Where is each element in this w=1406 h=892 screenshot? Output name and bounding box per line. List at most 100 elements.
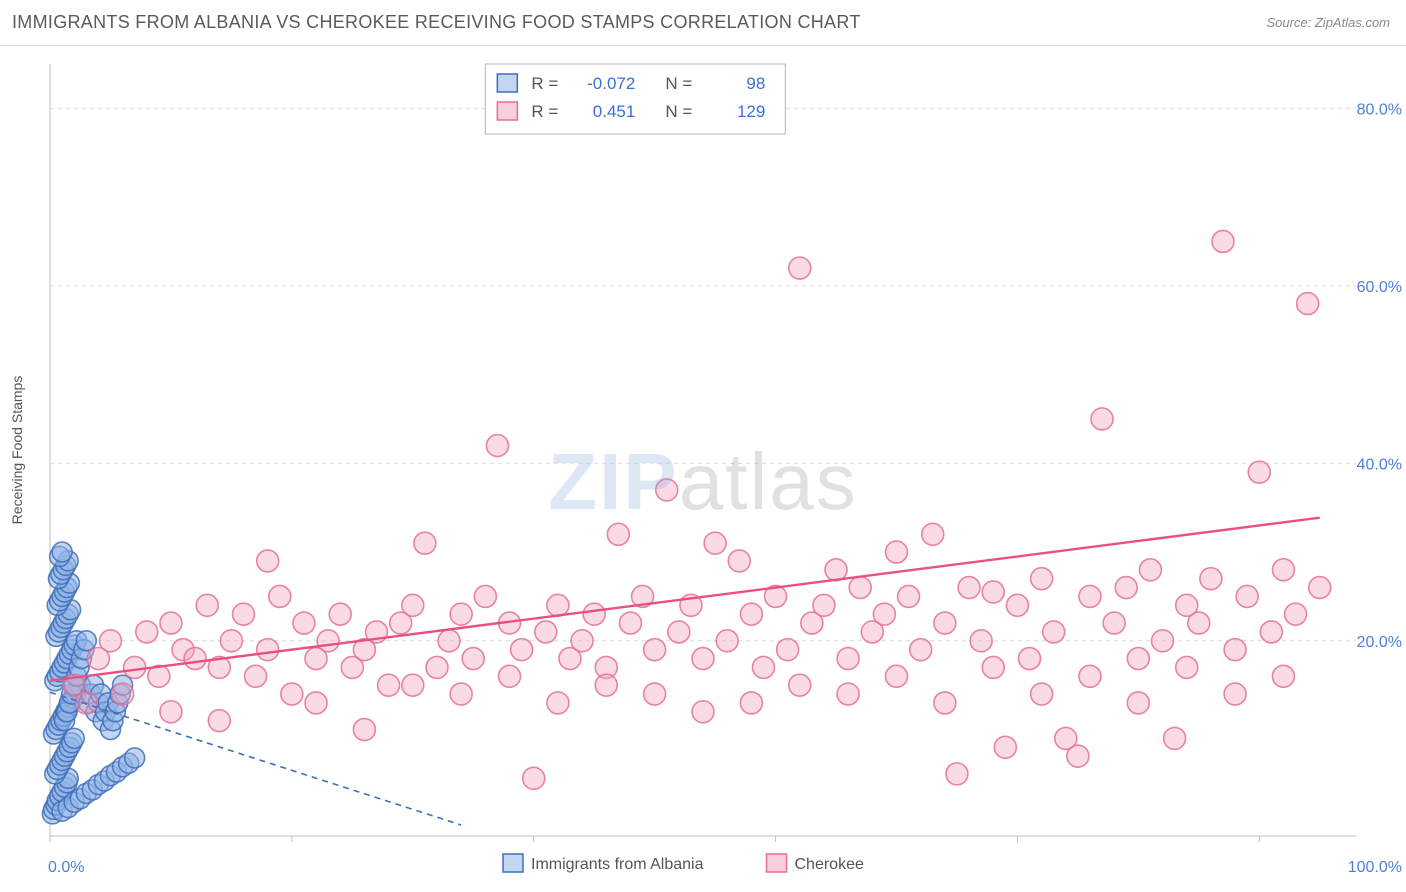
data-point [450, 683, 472, 705]
data-point [1272, 559, 1294, 581]
data-point [160, 701, 182, 723]
stat-r-value: 0.451 [593, 102, 636, 121]
data-point [232, 603, 254, 625]
data-point [269, 585, 291, 607]
data-point [1224, 639, 1246, 661]
scatter-chart: 20.0%40.0%60.0%80.0%0.0%100.0%Receiving … [0, 46, 1406, 892]
data-point [849, 577, 871, 599]
data-point [934, 612, 956, 634]
data-point [1309, 577, 1331, 599]
data-point [245, 665, 267, 687]
data-point [462, 648, 484, 670]
data-point [982, 656, 1004, 678]
data-point [922, 523, 944, 545]
data-point [583, 603, 605, 625]
y-axis-label: Receiving Food Stamps [9, 376, 25, 525]
data-point [125, 748, 145, 768]
data-point [789, 674, 811, 696]
data-point [1031, 568, 1053, 590]
data-point [1031, 683, 1053, 705]
data-point [934, 692, 956, 714]
bottom-legend: Immigrants from AlbaniaCherokee [503, 854, 864, 873]
chart-header: IMMIGRANTS FROM ALBANIA VS CHEROKEE RECE… [0, 0, 1406, 46]
data-point [777, 639, 799, 661]
data-point [1285, 603, 1307, 625]
data-point [124, 656, 146, 678]
data-point [1006, 594, 1028, 616]
data-point [837, 683, 859, 705]
data-point [619, 612, 641, 634]
data-point [668, 621, 690, 643]
y-tick-label: 80.0% [1357, 101, 1402, 118]
data-point [704, 532, 726, 554]
data-point [873, 603, 895, 625]
data-point [692, 701, 714, 723]
chart-title: IMMIGRANTS FROM ALBANIA VS CHEROKEE RECE… [12, 12, 861, 33]
data-point [547, 594, 569, 616]
data-point [1152, 630, 1174, 652]
y-tick-label: 40.0% [1357, 456, 1402, 473]
data-point [257, 550, 279, 572]
data-point [511, 639, 533, 661]
stat-n-value: 98 [746, 74, 765, 93]
data-point [1272, 665, 1294, 687]
data-point [789, 257, 811, 279]
data-point [740, 692, 762, 714]
x-min-label: 0.0% [48, 859, 84, 876]
legend-label: Cherokee [795, 856, 864, 873]
data-point [378, 674, 400, 696]
data-point [184, 648, 206, 670]
data-point [293, 612, 315, 634]
data-point [1260, 621, 1282, 643]
stat-r-label: R = [531, 102, 558, 121]
stats-box: R =-0.072N =98R =0.451N =129 [485, 64, 785, 134]
x-max-label: 100.0% [1348, 859, 1402, 876]
data-point [353, 719, 375, 741]
data-point [52, 542, 72, 562]
data-point [75, 692, 97, 714]
data-point [1019, 648, 1041, 670]
data-point [112, 683, 134, 705]
data-point [450, 603, 472, 625]
data-point [692, 648, 714, 670]
data-point [281, 683, 303, 705]
data-point [196, 594, 218, 616]
y-tick-label: 60.0% [1357, 279, 1402, 296]
chart-source: Source: ZipAtlas.com [1266, 15, 1390, 30]
data-point [414, 532, 436, 554]
data-point [1091, 408, 1113, 430]
data-point [136, 621, 158, 643]
data-point [1224, 683, 1246, 705]
data-point [499, 665, 521, 687]
data-point [438, 630, 460, 652]
data-point [1127, 692, 1149, 714]
data-point [76, 631, 96, 651]
data-point [813, 594, 835, 616]
data-point [958, 577, 980, 599]
data-point [1079, 665, 1101, 687]
data-point [1236, 585, 1258, 607]
data-point [1188, 612, 1210, 634]
data-point [1297, 293, 1319, 315]
data-point [329, 603, 351, 625]
data-point [982, 581, 1004, 603]
data-point [1115, 577, 1137, 599]
stat-r-label: R = [531, 74, 558, 93]
data-point [728, 550, 750, 572]
data-point [752, 656, 774, 678]
data-point [970, 630, 992, 652]
data-point [595, 674, 617, 696]
data-point [825, 559, 847, 581]
data-point [1103, 612, 1125, 634]
data-point [160, 612, 182, 634]
data-point [1139, 559, 1161, 581]
data-point [402, 674, 424, 696]
data-point [257, 639, 279, 661]
plot-container: ZIPatlas 20.0%40.0%60.0%80.0%0.0%100.0%R… [0, 46, 1406, 892]
data-point [644, 683, 666, 705]
data-point [317, 630, 339, 652]
data-point [1079, 585, 1101, 607]
data-point [426, 656, 448, 678]
series-cherokee [63, 230, 1331, 789]
data-point [885, 541, 907, 563]
